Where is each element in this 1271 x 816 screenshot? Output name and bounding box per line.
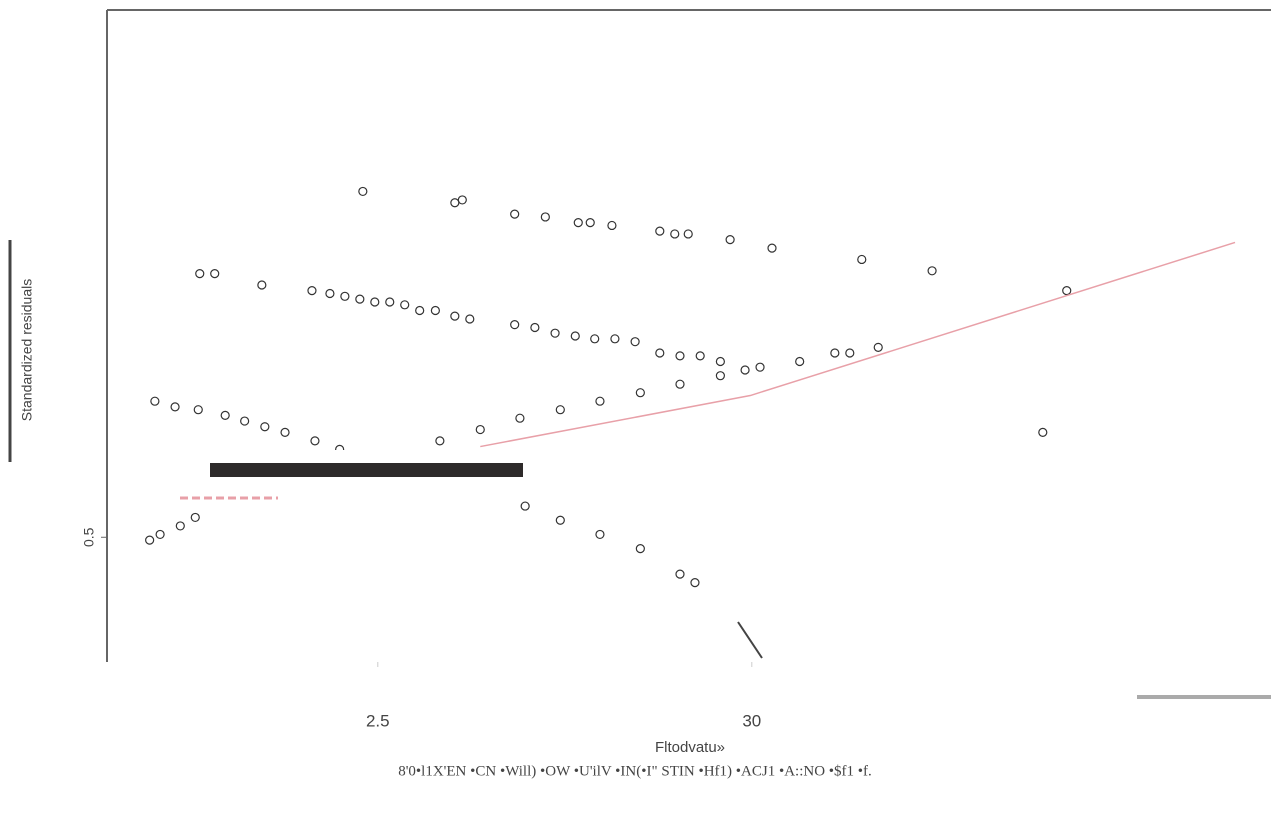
point bbox=[370, 297, 380, 307]
point bbox=[590, 334, 600, 344]
point bbox=[1038, 427, 1048, 437]
point bbox=[755, 362, 765, 372]
point bbox=[675, 569, 685, 579]
point bbox=[585, 218, 595, 228]
point bbox=[415, 305, 425, 316]
caption: 8'0•l1X'EN •CN •Will) •OW •U'ilV •IN(•I"… bbox=[398, 763, 872, 779]
point bbox=[767, 243, 777, 253]
point bbox=[555, 405, 565, 415]
point bbox=[715, 371, 725, 381]
point bbox=[170, 402, 180, 412]
point bbox=[795, 356, 805, 367]
point bbox=[520, 501, 530, 511]
point bbox=[450, 198, 460, 208]
point bbox=[385, 297, 395, 307]
point bbox=[435, 436, 445, 446]
point bbox=[857, 254, 867, 265]
point bbox=[1062, 286, 1072, 296]
point bbox=[630, 337, 640, 347]
point bbox=[257, 280, 267, 290]
point bbox=[457, 195, 467, 205]
point bbox=[873, 342, 883, 352]
point bbox=[655, 348, 665, 358]
point bbox=[573, 218, 583, 228]
point bbox=[540, 212, 550, 222]
point bbox=[193, 405, 203, 415]
point bbox=[610, 334, 620, 344]
point bbox=[675, 379, 685, 389]
x-axis-label: Fltodvatu» bbox=[655, 739, 725, 756]
point bbox=[310, 436, 320, 446]
point bbox=[555, 515, 565, 525]
point bbox=[515, 413, 525, 423]
point bbox=[595, 529, 605, 540]
point bbox=[570, 331, 580, 341]
point bbox=[430, 305, 440, 316]
redaction-mask bbox=[210, 450, 523, 463]
point bbox=[690, 578, 700, 588]
y-tick-label: 0.5 bbox=[81, 527, 97, 547]
point bbox=[695, 351, 705, 361]
point bbox=[550, 328, 560, 338]
point bbox=[675, 351, 685, 361]
point bbox=[635, 544, 645, 554]
point bbox=[175, 521, 185, 531]
point bbox=[607, 220, 617, 231]
point bbox=[325, 288, 335, 299]
point bbox=[450, 311, 460, 321]
point bbox=[155, 529, 165, 540]
point bbox=[240, 416, 250, 426]
point bbox=[927, 266, 937, 276]
point bbox=[358, 186, 368, 197]
point bbox=[740, 365, 750, 375]
x-tick-label: 2.5 bbox=[366, 711, 390, 730]
point bbox=[830, 348, 840, 358]
point bbox=[670, 229, 680, 239]
point bbox=[280, 427, 290, 437]
redaction-mask bbox=[210, 477, 523, 499]
y-axis-label: Standardized residuals bbox=[19, 279, 35, 421]
artifact bbox=[737, 621, 763, 659]
point bbox=[190, 512, 200, 523]
point bbox=[475, 424, 485, 435]
point bbox=[510, 320, 520, 330]
point bbox=[845, 348, 855, 358]
point bbox=[725, 235, 735, 245]
point bbox=[655, 226, 665, 236]
point bbox=[715, 356, 725, 367]
point bbox=[210, 269, 220, 279]
point bbox=[510, 209, 520, 219]
point bbox=[635, 388, 645, 398]
point bbox=[595, 396, 605, 406]
point bbox=[195, 269, 205, 279]
smooth-line bbox=[480, 241, 1236, 448]
point bbox=[355, 294, 365, 304]
point bbox=[683, 229, 693, 239]
point bbox=[530, 322, 540, 333]
redaction-bar bbox=[210, 463, 523, 477]
point bbox=[220, 410, 230, 420]
point bbox=[465, 314, 475, 324]
point bbox=[260, 422, 270, 432]
x-tick-label: 30 bbox=[742, 711, 761, 730]
point bbox=[307, 286, 317, 296]
point bbox=[150, 396, 160, 406]
point bbox=[145, 535, 155, 545]
point bbox=[400, 300, 410, 310]
point bbox=[340, 291, 350, 301]
